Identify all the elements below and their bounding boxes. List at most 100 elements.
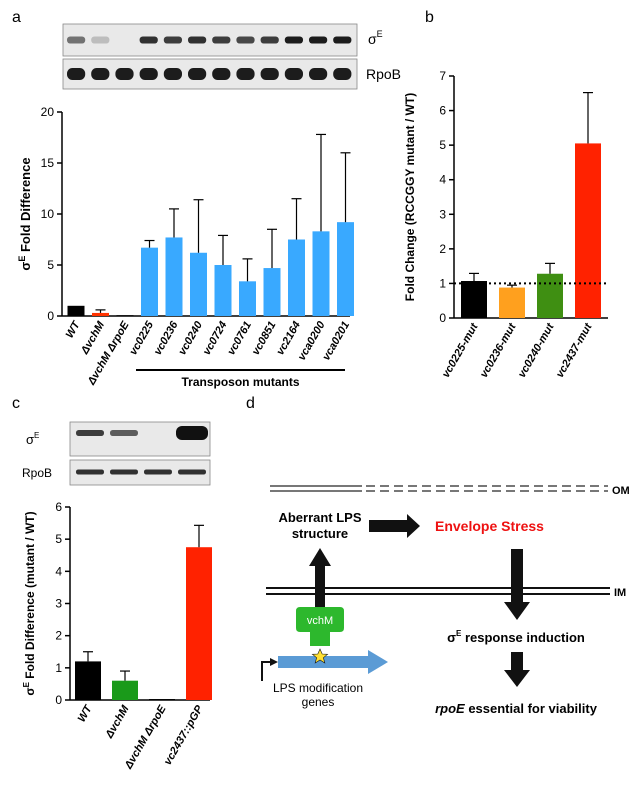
y-tick-label: 2	[55, 629, 62, 643]
y-tick-label: 6	[55, 500, 62, 514]
bar	[165, 237, 183, 316]
y-tick-label: 4	[439, 173, 446, 187]
y-tick-label: 1	[439, 276, 446, 290]
blot-band	[163, 68, 182, 80]
panel-label-d: d	[246, 395, 255, 412]
y-tick-label: 10	[41, 207, 55, 221]
blot-band	[309, 68, 328, 80]
y-tick-label: 3	[55, 597, 62, 611]
blot-band	[260, 68, 279, 80]
blot-band	[91, 36, 110, 44]
blot-band	[139, 36, 158, 44]
blot-band	[236, 36, 255, 44]
y-tick-label: 5	[47, 258, 54, 272]
panel-label-b: b	[425, 9, 434, 26]
panel-label-c: c	[12, 395, 20, 412]
category-label: ΔvchM	[103, 703, 132, 741]
y-tick-label: 0	[439, 311, 446, 325]
blot-band	[163, 36, 182, 44]
blot-band	[67, 68, 86, 80]
blot-band	[188, 68, 207, 80]
sigma-response: σE response induction	[447, 629, 585, 645]
chart-b: 0 1 2 3 4 5 6 7 Fold Change (RCCGGY mutant / WT)…	[403, 69, 608, 380]
bar	[67, 305, 85, 316]
y-axis-label: σE Fold Difference (mutant / WT)	[22, 511, 37, 695]
envelope-stress: Envelope Stress	[435, 518, 544, 534]
bar	[239, 281, 256, 316]
bar	[537, 273, 563, 318]
blot-band	[236, 68, 255, 80]
arrow-to-rpoe	[504, 652, 530, 687]
blot-band	[176, 426, 208, 440]
bar	[337, 222, 354, 316]
bar	[186, 547, 212, 700]
bar	[499, 287, 525, 318]
im-label: IM	[614, 587, 626, 599]
bar	[149, 699, 175, 700]
bar	[461, 281, 487, 318]
blot-band	[284, 36, 303, 44]
category-label: WT	[64, 318, 84, 340]
bar	[116, 315, 134, 316]
bar	[141, 247, 158, 316]
bar	[288, 239, 305, 316]
bar	[312, 231, 330, 316]
blot-band	[212, 36, 231, 44]
y-axis-label: Fold Change (RCCGGY mutant / WT)	[403, 93, 417, 301]
y-tick-label: 7	[439, 69, 446, 83]
category-label: vc0236-mut	[478, 320, 519, 380]
vchm-label: vchM	[307, 615, 333, 627]
lps-genes-line2: genes	[302, 695, 335, 709]
category-label: vc0240-mut	[516, 320, 557, 380]
group-label: Transposon mutants	[181, 375, 299, 389]
bar	[112, 680, 138, 700]
blot-band	[212, 68, 231, 80]
blot-band	[76, 430, 104, 436]
lps-genes-line1: LPS modification	[273, 681, 363, 695]
y-tick-label: 5	[439, 138, 446, 152]
blot-band	[188, 36, 207, 44]
blot-a-rpob-label: RpoB	[366, 66, 401, 82]
panel-label-a: a	[12, 9, 21, 26]
blot-band	[333, 68, 352, 80]
lps-gene	[261, 650, 388, 681]
chart-c: 0 1 2 3 4 5 6 σE Fold Difference (mutant / WT) W…	[22, 500, 212, 772]
y-tick-label: 20	[41, 105, 55, 119]
blot-c-rpob-label: RpoB	[22, 466, 52, 480]
blot-band	[67, 36, 86, 44]
category-label: WT	[76, 702, 96, 724]
blot-band	[309, 36, 328, 44]
aberrant-lps-line2: structure	[292, 526, 348, 541]
y-tick-label: 2	[439, 242, 446, 256]
y-tick-label: 4	[55, 564, 62, 578]
category-label: vc0225-mut	[440, 320, 481, 380]
rpoe-essential: rpoE essential for viability	[435, 701, 598, 716]
arrow-to-stress	[369, 514, 420, 538]
arrow-to-lps	[309, 548, 331, 640]
blot-a-sigma-label: σE	[368, 29, 383, 47]
y-tick-label: 0	[47, 309, 54, 323]
bar	[214, 265, 232, 316]
bar	[190, 252, 207, 316]
blot-c-sigma-label: σE	[26, 431, 39, 447]
blot-band	[115, 68, 134, 80]
vchm-protein	[296, 607, 344, 646]
y-tick-label: 15	[41, 156, 55, 170]
y-axis-label: σE Fold Difference	[17, 157, 33, 270]
blot-c	[69, 421, 211, 486]
bar	[92, 312, 109, 316]
blot-a	[62, 23, 358, 90]
blot-band	[110, 469, 138, 475]
mutation-star-icon	[311, 648, 329, 664]
category-label: vc2437::pGP	[162, 703, 206, 767]
y-tick-label: 5	[55, 532, 62, 546]
blot-band	[333, 36, 352, 44]
bar	[575, 143, 601, 318]
y-tick-label: 1	[55, 661, 62, 675]
y-tick-label: 0	[55, 693, 62, 707]
category-label: vc2437-mut	[554, 320, 595, 380]
y-tick-label: 3	[439, 207, 446, 221]
bar	[75, 661, 101, 700]
blot-band	[76, 469, 104, 475]
